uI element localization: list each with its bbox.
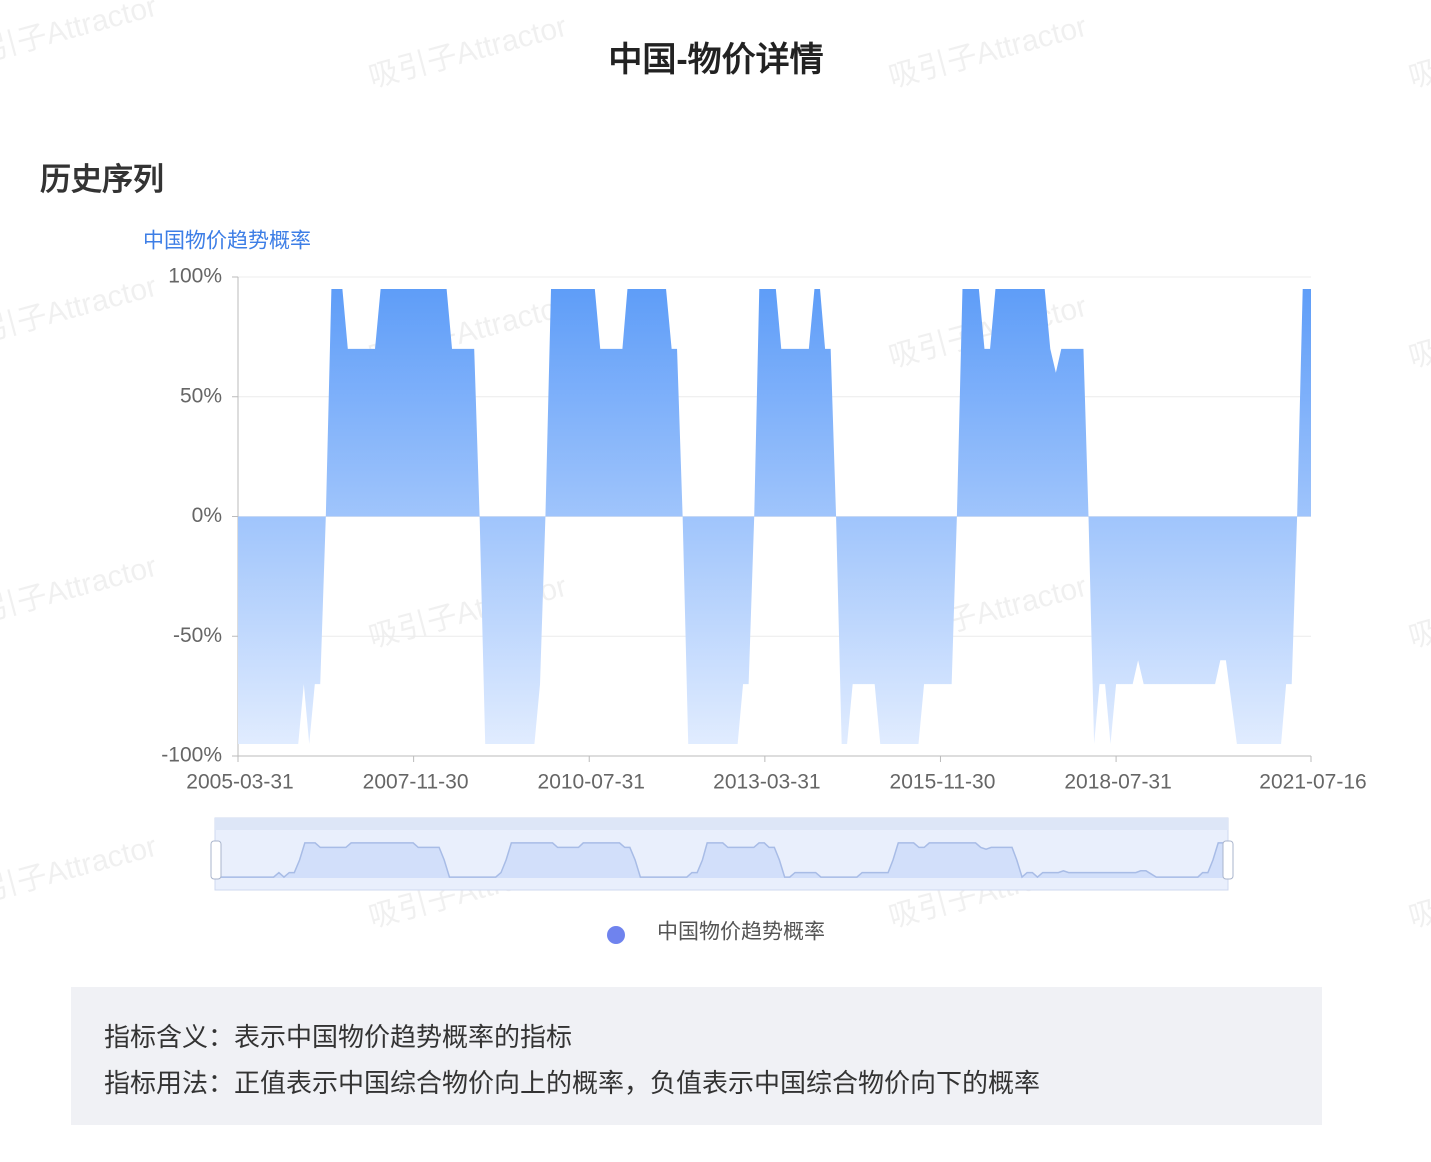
y-axis-label: 中国物价趋势概率 <box>143 230 311 253</box>
chart-page: 吸引子Attractor 吸引子Attractor 吸引子Attractor 吸引子A… <box>0 0 1431 944</box>
zoom-preview-area <box>217 842 1226 878</box>
y-tick-label: 100% <box>168 265 222 288</box>
page-title: 中国-物价详情 <box>608 41 823 79</box>
zoom-bar[interactable] <box>215 818 1228 830</box>
watermark: 吸引子Attractor <box>365 10 570 95</box>
watermark: 吸引子Attractor <box>1405 850 1431 935</box>
x-tick-label: 2005-03-31 <box>186 771 293 794</box>
x-tick-label: 2013-03-31 <box>713 771 820 794</box>
watermark: 吸引子Attractor <box>885 10 1090 95</box>
watermark: 吸引子Attractor <box>1405 10 1431 95</box>
area <box>238 288 1311 745</box>
watermark: 吸引子Attractor <box>1405 290 1431 375</box>
y-tick-label: 50% <box>180 384 222 407</box>
x-tick-label: 2015-11-30 <box>890 771 996 794</box>
watermark: 吸引子Attractor <box>0 270 160 355</box>
info-line: 指标含义：表示中国物价趋势概率的指标 <box>104 1022 573 1052</box>
info-line: 指标用法：正值表示中国综合物价向上的概率，负值表示中国综合物价向下的概率 <box>104 1068 1041 1098</box>
x-tick-label: 2007-11-30 <box>363 771 469 794</box>
watermark: 吸引子Attractor <box>1405 570 1431 655</box>
watermark: 吸引子Attractor <box>0 550 160 635</box>
x-tick-label: 2018-07-31 <box>1064 771 1171 794</box>
y-tick-label: -50% <box>173 624 222 647</box>
zoom-handle[interactable] <box>210 840 222 880</box>
watermark: 吸引子Attractor <box>0 0 160 74</box>
x-tick-label: 2021-07-16 <box>1259 771 1366 794</box>
watermark: 吸引子Attractor <box>0 830 160 915</box>
y-tick-label: -100% <box>161 744 222 767</box>
legend-marker[interactable] <box>607 926 625 944</box>
info-box: 指标含义：表示中国物价趋势概率的指标 指标用法：正值表示中国综合物价向上的概率，… <box>71 987 1322 1125</box>
zoom-preview-line <box>217 842 1226 879</box>
zoom-handle[interactable] <box>1222 840 1234 880</box>
y-tick-label: 0% <box>192 504 222 527</box>
section-title: 历史序列 <box>40 162 164 197</box>
legend-label[interactable]: 中国物价趋势概率 <box>657 921 825 944</box>
x-tick-label: 2010-07-31 <box>538 771 645 794</box>
